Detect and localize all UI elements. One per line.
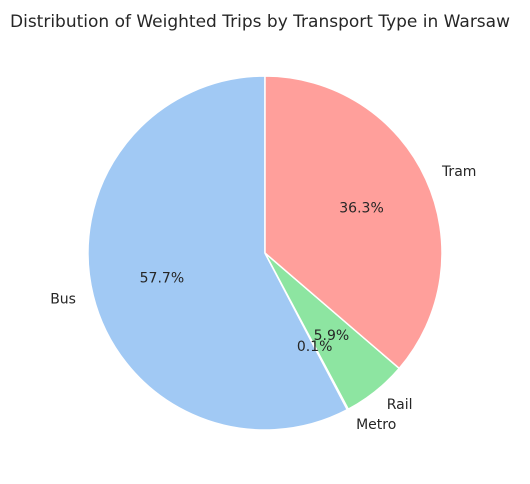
category-label: Tram xyxy=(441,164,476,180)
chart-title: Distribution of Weighted Trips by Transp… xyxy=(10,12,510,32)
category-label: Bus xyxy=(50,292,76,308)
pie-slice xyxy=(264,75,443,370)
value-label: 5.9% xyxy=(314,328,350,344)
category-label: Rail xyxy=(387,397,413,413)
value-label: 0.1% xyxy=(297,339,333,355)
value-label: 57.7% xyxy=(140,270,184,286)
value-label: 36.3% xyxy=(339,201,383,217)
category-label: Metro xyxy=(356,417,396,433)
pie-slice xyxy=(87,75,349,431)
